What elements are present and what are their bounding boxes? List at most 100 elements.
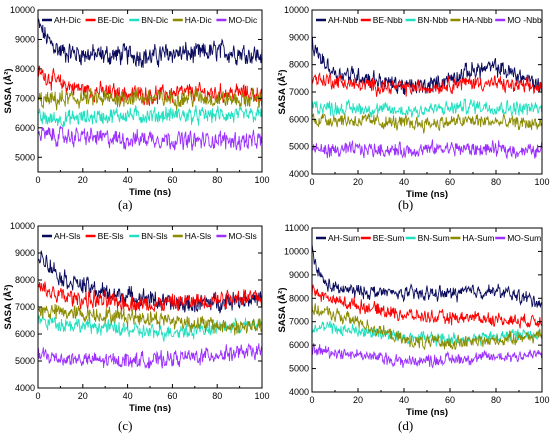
legend-label: BN-Sls <box>141 231 167 241</box>
series-line-ah-dic <box>38 18 262 68</box>
y-tick-label: 4000 <box>15 383 35 393</box>
series-line-ah-sum <box>312 243 542 309</box>
series-line-mo-sls <box>38 342 262 369</box>
series-line-bn-sls <box>38 314 262 342</box>
x-tick-label: 60 <box>167 391 177 401</box>
legend-label: MO-Dic <box>228 15 258 25</box>
series-line-mo-nbb <box>312 139 542 160</box>
chart-panel-d: 0 20 40 60 80 100 4000 5000 6000 7000 8000 9000 1000… <box>277 223 550 418</box>
legend-label: AH-Nbb <box>328 15 359 25</box>
caption-b: (b) <box>398 197 414 212</box>
series-line-ha-nbb <box>312 113 542 134</box>
legend-label: BE-Sls <box>98 231 124 241</box>
y-axis-label: SASA (Å²) <box>3 284 14 329</box>
y-axis-label: SASA (Å²) <box>277 287 288 332</box>
legend-label: BE-Nbb <box>373 15 403 25</box>
legend: AH-Sum BE-Sum BN-Sum HA-Sum MO-Sum <box>316 233 541 243</box>
x-tick-label: 40 <box>399 177 409 187</box>
y-tick-label: 11000 <box>285 223 309 233</box>
y-tick-label: 10000 <box>10 5 35 15</box>
legend: AH-Nbb BE-Nbb BN-Nbb HA-Nbb MO -Nbb <box>316 15 542 25</box>
series-line-ha-dic <box>38 87 262 111</box>
legend-label: HA-Dic <box>185 15 213 25</box>
x-tick-label: 60 <box>445 177 455 187</box>
chart-panel-b: 0 20 40 60 80 100 4000 5000 6000 7000 8000 9000 1000… <box>277 5 550 200</box>
legend-label: MO -Nbb <box>507 15 542 25</box>
y-tick-label: 10000 <box>284 5 309 15</box>
y-tick-label: 9000 <box>15 248 35 258</box>
x-tick-label: 40 <box>123 391 133 401</box>
y-tick-label: 8000 <box>289 60 309 70</box>
x-tick-label: 40 <box>123 175 133 185</box>
series-line-ha-sum <box>312 303 542 351</box>
x-tick-label: 80 <box>491 395 501 405</box>
legend-label: BE-Dic <box>98 15 125 25</box>
legend-label: BN-Sum <box>418 233 450 243</box>
x-tick-label: 20 <box>78 391 88 401</box>
y-tick-label: 7000 <box>289 317 309 327</box>
x-tick-label: 40 <box>399 395 409 405</box>
y-tick-label: 5000 <box>289 364 309 374</box>
y-axis-label: SASA (Å²) <box>3 68 14 113</box>
y-tick-label: 6000 <box>289 340 309 350</box>
series-line-bn-sum <box>312 320 542 347</box>
x-tick-label: 100 <box>254 391 269 401</box>
legend-label: AH-Sls <box>54 231 80 241</box>
y-tick-label: 6000 <box>15 123 35 133</box>
plot-frame <box>311 227 543 393</box>
x-tick-label: 0 <box>309 177 314 187</box>
x-tick-label: 20 <box>78 175 88 185</box>
series-line-ah-sls <box>38 250 262 314</box>
legend: AH-Sls BE-Sls BN-Sls HA-Sls MO-Sls <box>42 231 257 241</box>
y-tick-label: 8000 <box>15 64 35 74</box>
y-tick-label: 7000 <box>15 93 35 103</box>
x-tick-label: 20 <box>353 395 363 405</box>
y-tick-label: 8000 <box>289 293 309 303</box>
y-tick-label: 7000 <box>289 87 309 97</box>
y-tick-label: 8000 <box>15 275 35 285</box>
y-tick-label: 9000 <box>15 34 35 44</box>
y-tick-label: 10000 <box>10 221 35 231</box>
x-tick-label: 20 <box>353 177 363 187</box>
caption-d: (d) <box>398 418 414 433</box>
chart-panel-c: 0 20 40 60 80 100 4000 5000 6000 7000 8000 9000 1000… <box>3 221 270 414</box>
y-tick-label: 4000 <box>289 169 309 179</box>
x-axis-label: Time (ns) <box>406 407 448 418</box>
x-axis-label: Time (ns) <box>129 187 171 198</box>
y-tick-label: 9000 <box>289 270 309 280</box>
series-line-bn-nbb <box>312 98 542 119</box>
legend-label: AH-Sum <box>328 233 360 243</box>
series-line-mo-sum <box>312 343 542 369</box>
x-tick-label: 80 <box>212 175 222 185</box>
caption-a: (a) <box>118 197 133 212</box>
x-tick-label: 100 <box>254 175 269 185</box>
legend-label: BN-Dic <box>141 15 169 25</box>
x-tick-label: 100 <box>534 395 549 405</box>
y-tick-label: 5000 <box>289 142 309 152</box>
y-tick-label: 7000 <box>15 302 35 312</box>
y-tick-label: 10000 <box>284 246 309 256</box>
x-tick-label: 0 <box>35 175 40 185</box>
legend-label: MO-Sum <box>507 233 541 243</box>
legend-label: MO-Sls <box>228 231 256 241</box>
legend-label: BE-Sum <box>373 233 405 243</box>
x-tick-label: 100 <box>534 177 549 187</box>
x-tick-label: 0 <box>309 395 314 405</box>
series-line-mo-dic <box>38 125 262 152</box>
x-tick-label: 0 <box>35 391 40 401</box>
x-tick-label: 80 <box>491 177 501 187</box>
chart-panel-a: 0 20 40 60 80 100 5000 6000 7000 8000 9000 10000 Tim… <box>3 5 270 198</box>
series-line-be-sls <box>38 281 262 314</box>
x-tick-label: 80 <box>212 391 222 401</box>
legend-label: HA-Nbb <box>462 15 493 25</box>
legend-label: AH-Dic <box>54 15 82 25</box>
legend-label: HA-Sum <box>462 233 494 243</box>
y-tick-label: 6000 <box>289 114 309 124</box>
series-line-be-dic <box>38 65 262 106</box>
x-tick-label: 60 <box>167 175 177 185</box>
legend-label: BN-Nbb <box>418 15 449 25</box>
y-tick-label: 4000 <box>289 387 309 397</box>
x-tick-label: 60 <box>445 395 455 405</box>
legend: AH-Dic BE-Dic BN-Dic HA-Dic MO-Dic <box>42 15 258 25</box>
